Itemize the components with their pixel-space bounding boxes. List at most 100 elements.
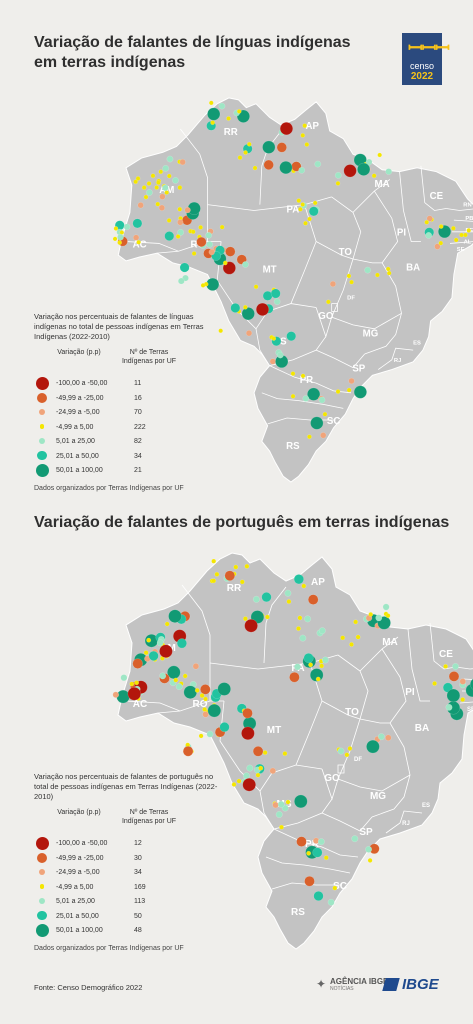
- legend-range: -24,99 a -5,00: [56, 409, 100, 416]
- indigenous-land-marker: [337, 747, 345, 755]
- state-label-pr: PR: [300, 375, 313, 386]
- censo-2022-logo: ꟷꟷꟷ censo 2022: [402, 33, 450, 85]
- indigenous-land-marker: [443, 664, 448, 669]
- state-label-al: AL: [464, 239, 472, 245]
- indigenous-land-marker: [348, 377, 355, 385]
- indigenous-land-marker: [143, 650, 149, 656]
- state-border: [267, 417, 336, 425]
- indigenous-land-marker: [241, 726, 255, 741]
- indigenous-land-marker: [371, 173, 377, 179]
- state-border: [259, 130, 282, 205]
- indigenous-land-marker: [231, 782, 237, 787]
- indigenous-land-marker: [158, 204, 166, 211]
- indigenous-land-marker: [243, 304, 248, 310]
- state-border: [352, 179, 391, 213]
- legend-count: 113: [134, 898, 146, 905]
- indigenous-land-marker: [323, 855, 329, 861]
- legend-range: 25,01 a 50,00: [56, 912, 99, 920]
- state-label-pi: PI: [405, 687, 415, 698]
- indigenous-land-marker: [117, 240, 122, 245]
- indigenous-land-marker: [459, 232, 464, 238]
- legend-range: -49,99 a -25,00: [56, 854, 104, 862]
- indigenous-land-marker: [177, 185, 183, 190]
- state-label-pa: PA: [286, 204, 299, 215]
- indigenous-land-marker: [432, 681, 437, 686]
- legend-swatch: [35, 923, 49, 937]
- indigenous-land-marker: [198, 225, 203, 230]
- indigenous-land-marker: [264, 614, 270, 620]
- ibge-wordmark: IBGE: [402, 976, 439, 993]
- indigenous-land-marker: [116, 689, 130, 704]
- state-label-es: ES: [413, 340, 421, 346]
- indigenous-land-marker: [312, 200, 318, 206]
- state-label-ro: RO: [193, 699, 208, 710]
- indigenous-land-marker: [132, 658, 143, 669]
- state-border: [315, 241, 383, 264]
- state-border: [263, 586, 287, 664]
- state-label-rs: RS: [286, 441, 300, 452]
- state-border: [331, 303, 338, 312]
- indigenous-land-marker: [281, 804, 289, 812]
- legend-count: 169: [134, 883, 146, 891]
- indigenous-land-marker: [246, 764, 254, 772]
- indigenous-land-marker: [294, 663, 301, 671]
- indigenous-land-marker: [210, 120, 215, 126]
- indigenous-land-marker: [438, 240, 444, 246]
- legend-swatch: [37, 450, 47, 461]
- legend-count: 16: [134, 394, 142, 402]
- state-label-mt: MT: [263, 265, 277, 276]
- state-border: [463, 678, 473, 680]
- state-border: [261, 392, 344, 409]
- legend-row: -24,99 a -5,00 70: [34, 405, 219, 420]
- legend-col-count: Nº de Terras Indígenas por UF: [121, 349, 177, 365]
- indigenous-land-marker: [255, 772, 261, 778]
- state-label-ma: MA: [382, 637, 398, 648]
- state-border: [207, 196, 332, 211]
- indigenous-land-marker: [173, 677, 179, 683]
- indigenous-land-marker: [351, 835, 359, 843]
- state-label-sp: SP: [359, 827, 373, 838]
- indigenous-land-marker: [175, 234, 181, 239]
- state-label-pr: PR: [305, 839, 320, 850]
- map1-title: Variação de falantes de línguas indígena…: [34, 34, 351, 71]
- indigenous-land-marker: [366, 739, 380, 754]
- indigenous-land-marker: [218, 328, 224, 334]
- state-label-mg: MG: [370, 791, 386, 802]
- indigenous-land-marker: [299, 634, 307, 642]
- indigenous-land-marker: [272, 801, 279, 809]
- legend-swatch: [37, 852, 47, 863]
- indigenous-land-marker: [326, 299, 331, 305]
- indigenous-land-marker: [438, 224, 444, 229]
- indigenous-land-marker: [313, 891, 324, 902]
- indigenous-land-marker: [270, 288, 281, 299]
- state-label-ce: CE: [430, 191, 444, 202]
- indigenous-land-marker: [303, 220, 308, 226]
- indigenous-land-marker: [154, 185, 160, 190]
- indigenous-land-marker: [237, 155, 243, 160]
- indigenous-land-marker: [224, 570, 236, 581]
- state-border: [337, 654, 369, 720]
- legend-row: 25,01 a 50,00 34: [34, 449, 219, 464]
- indigenous-land-marker: [367, 857, 373, 863]
- indigenous-land-marker: [327, 898, 335, 906]
- indigenous-land-marker: [307, 594, 319, 605]
- indigenous-land-marker: [245, 330, 253, 337]
- state-label-ap: AP: [306, 121, 320, 132]
- indigenous-land-marker: [141, 185, 147, 190]
- indigenous-land-marker: [123, 223, 131, 231]
- legend-row: -49,99 a -25,00 16: [34, 391, 219, 406]
- indigenous-land-marker: [271, 336, 277, 341]
- indigenous-land-marker: [207, 107, 221, 121]
- legend-swatch: [38, 897, 46, 905]
- ibge-mark-icon: [382, 978, 400, 991]
- indigenous-land-marker: [470, 678, 473, 690]
- indigenous-land-marker: [183, 685, 198, 699]
- state-label-pi: PI: [397, 228, 406, 239]
- map1-brazil: RRAPAMPAMACERNPBPEALSEPIACROMTTOBAGODFMG…: [112, 97, 473, 483]
- indigenous-land-marker: [375, 614, 383, 622]
- indigenous-land-marker: [385, 613, 391, 619]
- indigenous-land-marker: [175, 683, 183, 691]
- indigenous-land-marker: [459, 678, 466, 685]
- indigenous-land-marker: [463, 232, 468, 238]
- legend-swatch: [35, 463, 49, 477]
